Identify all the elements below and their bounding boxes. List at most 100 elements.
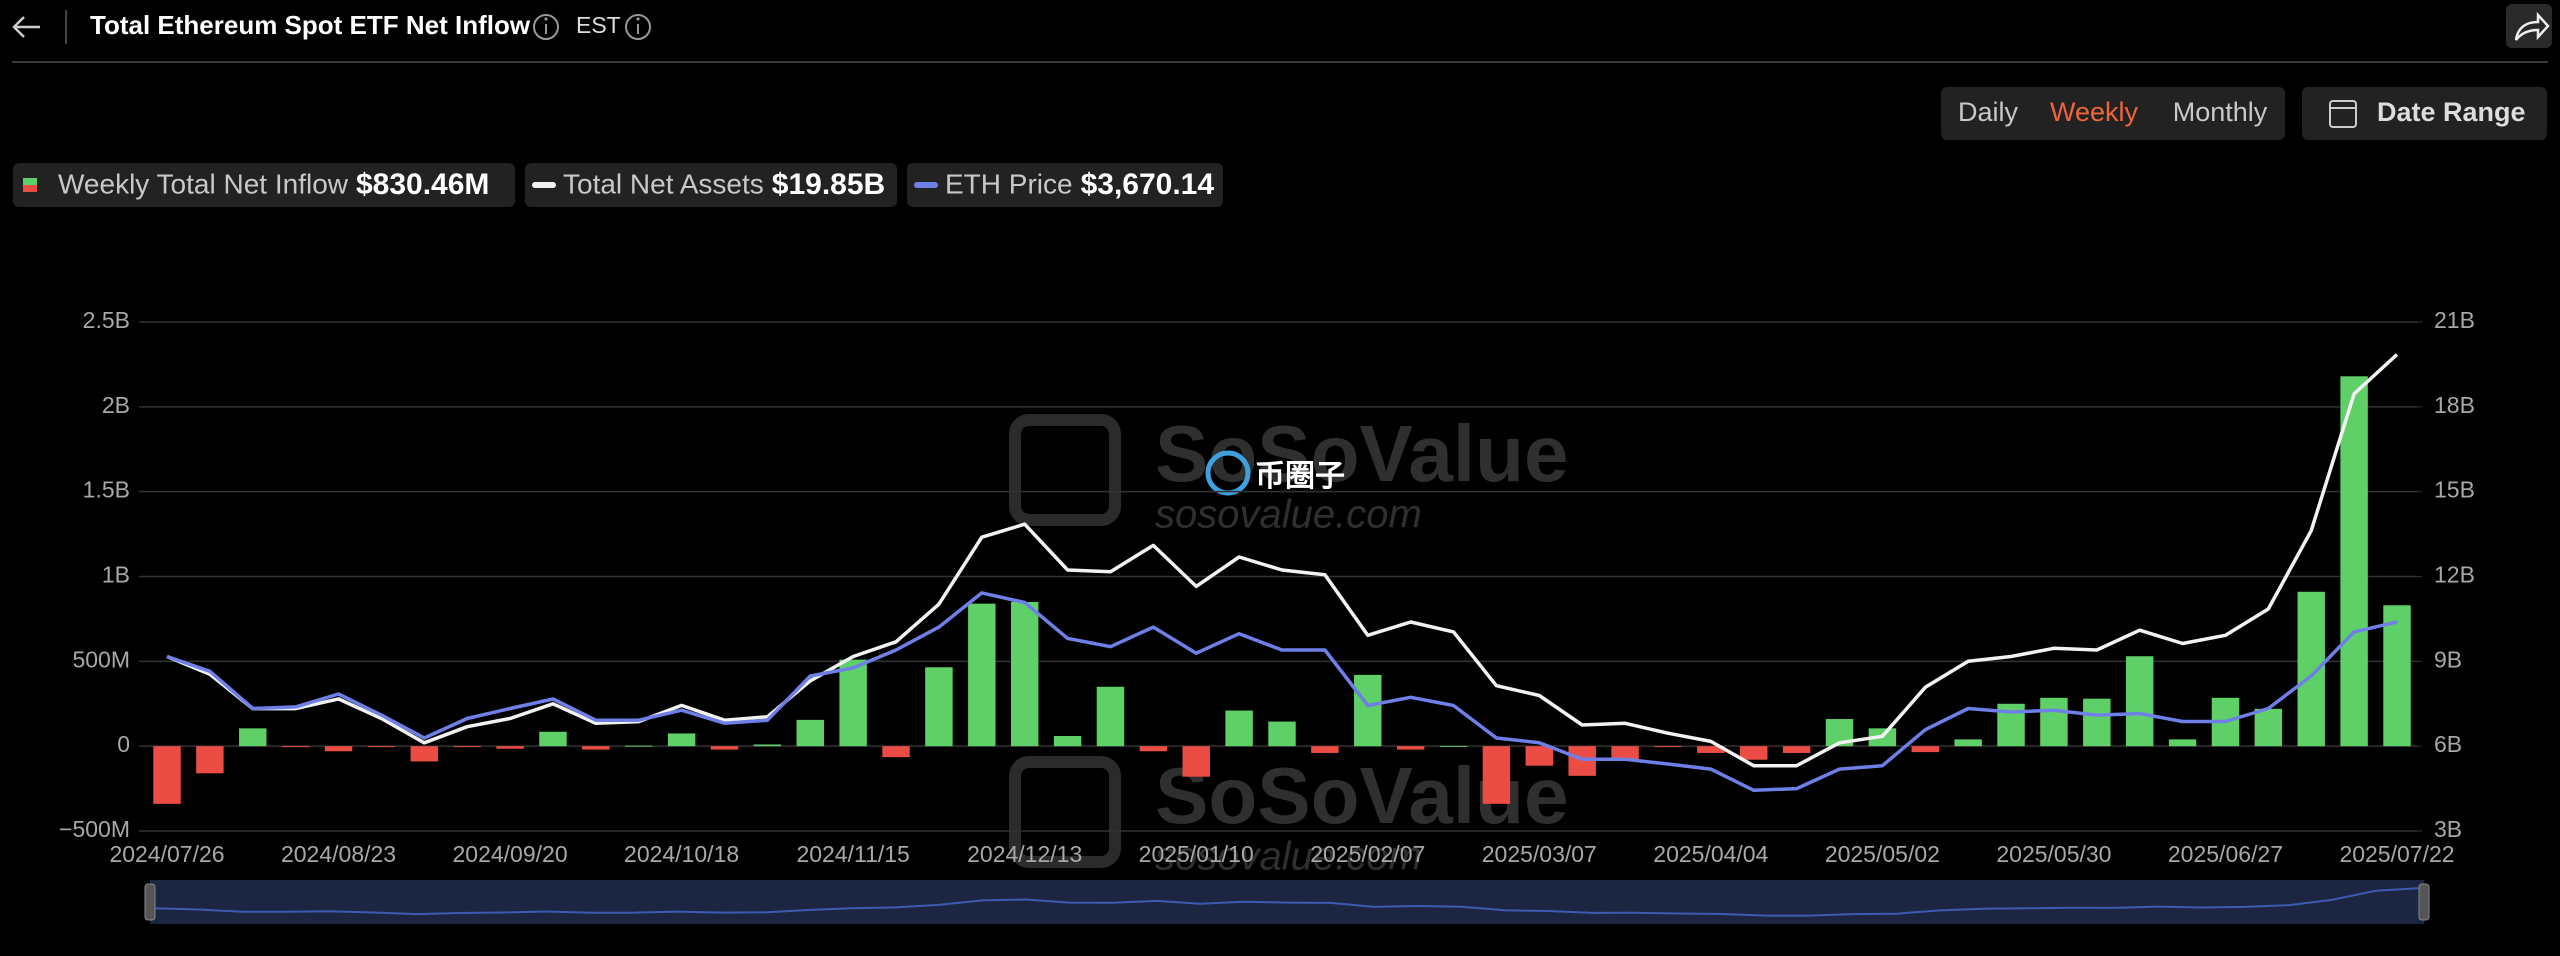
navigator-handle[interactable]: [144, 883, 156, 921]
back-button[interactable]: [12, 16, 40, 38]
timezone: EST: [576, 12, 621, 38]
period-option[interactable]: Weekly: [2050, 97, 2139, 127]
bar: [1182, 746, 1210, 777]
info-icon[interactable]: [533, 14, 559, 40]
legend-item[interactable]: Total Net Assets $19.85B: [525, 163, 897, 207]
x-tick-label: 2025/05/02: [1825, 841, 1940, 867]
date-range-label: Date Range: [2377, 97, 2526, 127]
bar: [968, 603, 996, 747]
watermark-site: sosovalue.com: [1155, 835, 1422, 879]
bar: [153, 746, 181, 804]
bar: [1139, 746, 1168, 752]
x-tick-label: 2025/02/07: [1310, 841, 1425, 867]
x-tick-label: 2025/03/07: [1482, 841, 1597, 867]
bar: [1782, 746, 1811, 753]
x-tick-label: 2024/09/20: [453, 841, 568, 867]
bar: [667, 733, 696, 747]
bar: [196, 746, 224, 774]
legend-pill: [13, 163, 515, 207]
period-toggle: [1941, 87, 2285, 140]
watermark-logo: [1009, 756, 1121, 868]
y2-tick-label: 21B: [2434, 307, 2475, 333]
legend-name: Weekly Total Net Inflow: [58, 168, 349, 199]
line: [166, 591, 2398, 793]
x-tick-label: 2025/07/22: [2339, 841, 2454, 867]
legend-pill: [907, 163, 1223, 207]
y-tick-label: −500M: [59, 816, 130, 842]
y-tick-label: 1B: [102, 562, 130, 588]
bar: [2254, 708, 2283, 747]
overlay-text: 币圈子: [1255, 460, 1345, 493]
bar: [1311, 746, 1339, 753]
bar: [839, 659, 867, 747]
legend-item[interactable]: Weekly Total Net Inflow $830.46M: [13, 163, 515, 207]
bar: [1954, 739, 1982, 747]
bar: [1354, 674, 1382, 747]
period-option[interactable]: Monthly: [2173, 97, 2268, 127]
handle: [2418, 883, 2430, 921]
y2-tick-label: 3B: [2434, 816, 2462, 842]
watermark-site: sosovalue.com: [1155, 493, 1422, 537]
bar: [1482, 746, 1511, 804]
bar: [1225, 710, 1253, 747]
share-button[interactable]: [2506, 4, 2552, 48]
x-tick-label: 2024/11/15: [796, 841, 909, 867]
date-range-button[interactable]: Date Range: [2302, 87, 2547, 140]
legend-pill: [525, 163, 897, 207]
bar: [582, 746, 610, 750]
legend-name: Total Net Assets: [563, 168, 764, 199]
legend-swatch: [23, 178, 37, 185]
bar: [1697, 746, 1725, 753]
y2-tick-label: 6B: [2434, 731, 2462, 757]
y2-tick-label: 15B: [2434, 477, 2475, 503]
watermark-logo: [1009, 414, 1121, 526]
y2-tick-label: 12B: [2434, 562, 2475, 588]
x-tick-label: 2024/12/13: [967, 841, 1082, 867]
period-option[interactable]: Daily: [1958, 97, 2019, 127]
bar: [324, 746, 353, 752]
bar: [367, 746, 396, 748]
bar: [2040, 697, 2068, 747]
bar: [1654, 746, 1682, 748]
bar: [239, 728, 267, 747]
page-title: Total Ethereum Spot ETF Net Inflow: [90, 10, 531, 40]
legend-value: $3,670.14: [1081, 168, 1215, 201]
x-tick-label: 2024/10/18: [624, 841, 739, 867]
bar: [753, 744, 782, 747]
overlay-logo: [1205, 450, 1251, 496]
bar: [882, 746, 910, 758]
bar: [453, 746, 481, 748]
legend-value: $19.85B: [772, 168, 885, 201]
bar: [2168, 739, 2197, 747]
bar: [1911, 746, 1939, 753]
bar: [2297, 591, 2325, 747]
x-tick-label: 2024/08/23: [281, 841, 396, 867]
bar: [281, 746, 310, 748]
bar: [1396, 746, 1425, 750]
bar: [2083, 698, 2111, 747]
bar: [1053, 735, 1082, 747]
y-tick-label: 0: [117, 731, 130, 757]
y2-tick-label: 9B: [2434, 646, 2462, 672]
line: [166, 353, 2399, 768]
navigator-handle[interactable]: [2418, 883, 2430, 921]
y-tick-label: 2B: [102, 392, 130, 418]
y-tick-label: 2.5B: [83, 307, 130, 333]
bar: [2125, 656, 2154, 747]
bar: [1268, 721, 1296, 747]
x-tick-label: 2025/06/27: [2168, 841, 2283, 867]
x-tick-label: 2025/01/10: [1139, 841, 1254, 867]
bar: [710, 746, 739, 750]
legend-item[interactable]: ETH Price $3,670.14: [907, 163, 1223, 207]
x-tick-label: 2024/07/26: [109, 841, 224, 867]
bar: [2383, 605, 2411, 747]
bar: [1611, 746, 1639, 761]
back-arrow: [12, 16, 40, 38]
bar: [1096, 686, 1125, 747]
legend-swatch: [23, 185, 37, 192]
y2-tick-label: 18B: [2434, 392, 2475, 418]
legend-name: ETH Price: [945, 168, 1073, 199]
info-icon[interactable]: [625, 14, 651, 40]
